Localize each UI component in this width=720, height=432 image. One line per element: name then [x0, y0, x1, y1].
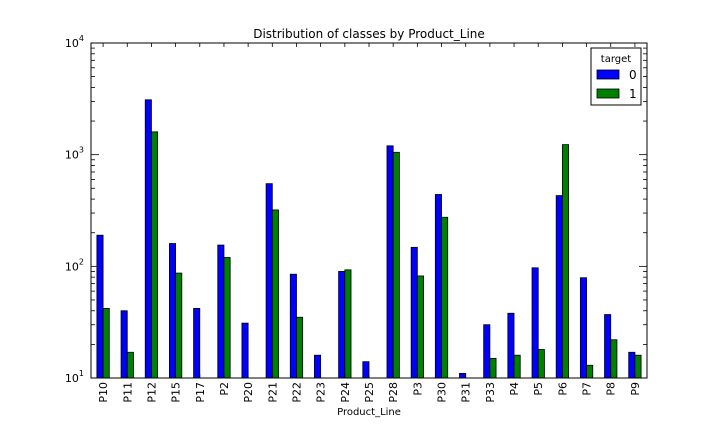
y-tick-label: 101: [65, 369, 84, 385]
bar-P3-target-1: [416, 275, 424, 379]
bar-P2-target-0: [217, 244, 225, 379]
bar-P12-target-0: [144, 99, 152, 379]
bars-layer: [96, 99, 642, 379]
x-tick-label: P30: [436, 382, 449, 403]
bar-P17-target-0: [193, 307, 201, 379]
bar-P23-target-0: [314, 354, 322, 379]
legend-swatch-1: [596, 88, 620, 99]
x-tick-label: P9: [629, 382, 642, 396]
x-tick-label: P10: [97, 382, 110, 403]
x-tick-label: P31: [460, 382, 473, 403]
x-tick-label: P2: [218, 382, 231, 396]
x-axis-label: Product_Line: [337, 407, 401, 418]
bar-P7-target-1: [586, 364, 594, 379]
bar-P33-target-0: [483, 324, 491, 379]
bar-P8-target-0: [604, 314, 612, 379]
y-tick-label: 104: [65, 34, 84, 50]
x-tick-label: P25: [363, 382, 376, 403]
bar-P33-target-1: [489, 357, 497, 379]
bar-P5-target-1: [537, 349, 545, 379]
legend-swatch-0: [596, 69, 620, 80]
x-tick-label: P5: [532, 382, 545, 396]
bar-P30-target-1: [441, 216, 449, 379]
x-tick-label: P20: [242, 382, 255, 403]
x-tick-label: P22: [290, 382, 303, 403]
bar-P2-target-1: [223, 257, 231, 379]
x-tick-label: P28: [387, 382, 400, 403]
x-tick-label: P33: [484, 382, 497, 403]
bar-P9-target-0: [628, 351, 636, 379]
bar-P3-target-0: [410, 246, 418, 379]
bar-P5-target-0: [531, 267, 539, 379]
bar-P15-target-0: [169, 243, 177, 379]
bar-P22-target-0: [289, 273, 297, 379]
bar-P31-target-0: [459, 372, 467, 379]
bar-P12-target-1: [151, 131, 159, 379]
legend-label-1: 1: [629, 87, 637, 101]
x-tick-label: P3: [411, 382, 424, 396]
bar-P22-target-1: [296, 316, 304, 379]
bar-P8-target-1: [610, 339, 618, 379]
bar-P21-target-0: [265, 183, 273, 379]
bar-P30-target-0: [434, 194, 442, 379]
bar-P6-target-0: [555, 195, 563, 379]
y-tick-label: 103: [65, 146, 84, 162]
bar-P4-target-0: [507, 312, 515, 379]
bar-P4-target-1: [513, 354, 521, 379]
bar-P9-target-1: [634, 354, 642, 379]
bar-P11-target-0: [120, 310, 128, 379]
x-tick-label: P17: [194, 382, 207, 403]
bar-P25-target-0: [362, 361, 370, 379]
bar-P28-target-1: [392, 151, 400, 379]
chart-title: Distribution of classes by Product_Line: [253, 27, 485, 41]
bar-P24-target-1: [344, 269, 352, 379]
y-axis: 101 102 103 104: [65, 34, 647, 385]
y-tick-label: 102: [65, 257, 84, 273]
bar-P20-target-0: [241, 322, 249, 379]
bar-P28-target-0: [386, 145, 394, 379]
x-tick-label: P15: [170, 382, 183, 403]
bar-P24-target-0: [338, 271, 346, 379]
x-tick-label: P23: [315, 382, 328, 403]
x-tick-label: P7: [581, 382, 594, 396]
x-tick-label: P11: [121, 382, 134, 403]
x-tick-label: P21: [266, 382, 279, 403]
legend-label-0: 0: [629, 68, 637, 82]
x-tick-label: P12: [145, 382, 158, 403]
x-tick-label: P6: [556, 382, 569, 396]
x-axis: P10 P11 P12 P15 P17 P2 P20 P21 P22 P23 P24 P25 P28 P3…: [97, 43, 642, 403]
bar-P7-target-0: [579, 277, 587, 379]
bar-P21-target-1: [271, 209, 279, 379]
bar-P10-target-1: [102, 307, 110, 379]
bar-P6-target-1: [561, 144, 569, 379]
bar-P11-target-1: [126, 351, 134, 379]
bar-P15-target-1: [175, 272, 183, 379]
bar-P10-target-0: [96, 234, 104, 379]
legend: target 0 1: [590, 47, 642, 106]
x-tick-label: P8: [605, 382, 618, 396]
legend-title: target: [601, 54, 631, 65]
x-tick-label: P4: [508, 382, 521, 396]
x-tick-label: P24: [339, 382, 352, 403]
